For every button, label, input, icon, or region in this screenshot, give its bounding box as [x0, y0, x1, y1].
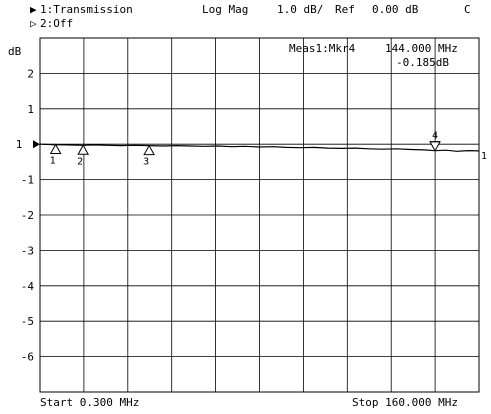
ref-value[interactable]: 0.00 dB [372, 3, 419, 16]
marker-number: 2 [77, 156, 83, 167]
stop-frequency-label[interactable]: Stop 160.000 MHz [352, 396, 458, 409]
trace-line [39, 143, 480, 152]
marker-readout-frequency: 144.000 MHz [385, 42, 458, 55]
marker-triangle-icon [49, 143, 62, 155]
reference-arrow-icon [33, 140, 40, 149]
y-axis-unit: dB [8, 45, 22, 58]
y-tick-label: 1 [27, 103, 34, 116]
y-tick-label: -1 [21, 174, 34, 187]
y-tick-label: -5 [21, 315, 34, 328]
y-tick-label: 2 [27, 67, 34, 80]
marker-number: 4 [432, 131, 438, 142]
marker-readout-name: Meas1:Mkr4 [289, 42, 356, 55]
marker-number: 3 [143, 157, 149, 168]
marker-triangle-icon [77, 144, 90, 155]
marker-triangle-icon [429, 141, 441, 152]
start-frequency-label[interactable]: Start 0.300 MHz [40, 396, 140, 409]
marker-triangle-icon [143, 144, 155, 156]
y-tick-label: -3 [21, 244, 34, 257]
y-tick-label: -4 [21, 280, 35, 293]
reference-position-label: 1 [16, 138, 23, 151]
y-tick-label: -2 [21, 209, 34, 222]
channel2-marker: ▷ [30, 17, 37, 30]
y-tick-label: -6 [21, 351, 34, 364]
ref-label: Ref [335, 3, 355, 16]
right-edge-label: 1 [481, 151, 487, 162]
marker-number: 1 [50, 156, 56, 167]
channel1-active-marker: ▶ [30, 3, 37, 16]
channel-coupling-letter: C [464, 3, 471, 16]
scale-label[interactable]: 1.0 dB/ [277, 3, 324, 16]
marker-readout-value: -0.185dB [396, 56, 449, 69]
channel2-label[interactable]: 2:Off [40, 17, 74, 30]
format-label[interactable]: Log Mag [202, 3, 249, 16]
channel1-label[interactable]: 1:Transmission [40, 3, 133, 16]
